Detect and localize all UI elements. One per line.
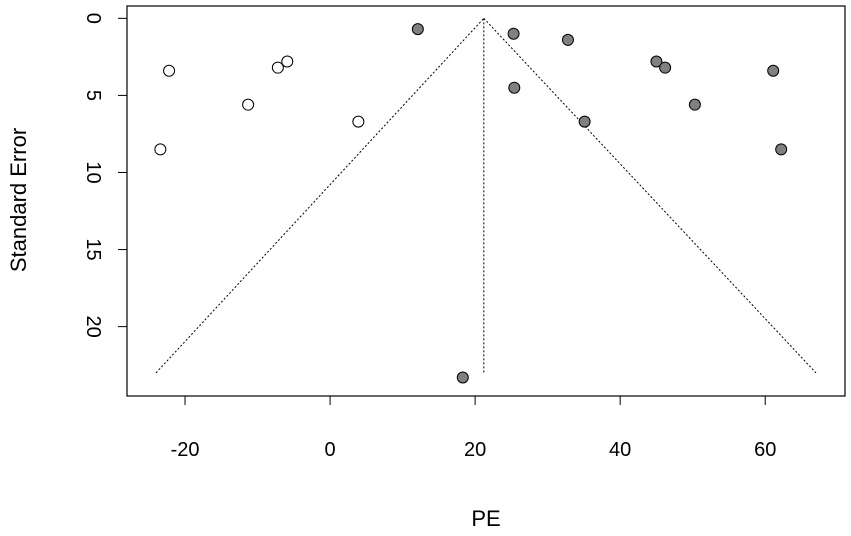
y-tick-label: 0 bbox=[82, 13, 104, 24]
data-point bbox=[271, 61, 284, 74]
data-point bbox=[578, 115, 591, 128]
data-points bbox=[154, 23, 788, 384]
data-point bbox=[352, 115, 365, 128]
y-tick-label: 10 bbox=[82, 161, 104, 183]
data-point bbox=[659, 61, 672, 74]
funnel-lines bbox=[155, 17, 817, 374]
x-tick-label: 20 bbox=[464, 439, 486, 461]
funnel-right-line bbox=[483, 17, 817, 374]
x-axis-title: PE bbox=[471, 506, 500, 531]
y-axis-title: Standard Error bbox=[6, 128, 31, 272]
data-point bbox=[688, 98, 701, 111]
data-point bbox=[281, 55, 294, 68]
plot-frame bbox=[126, 5, 846, 397]
x-tick-label: -20 bbox=[171, 439, 200, 461]
data-point bbox=[650, 55, 663, 68]
data-point bbox=[508, 81, 521, 94]
x-tick-label: 60 bbox=[754, 439, 776, 461]
data-point bbox=[456, 371, 469, 384]
data-point bbox=[411, 23, 424, 36]
data-point bbox=[507, 27, 520, 40]
y-tick-label: 20 bbox=[82, 316, 104, 338]
funnel-left-line bbox=[155, 17, 485, 374]
data-point bbox=[775, 143, 788, 156]
y-tick-label: 5 bbox=[82, 90, 104, 101]
x-tick-label: 0 bbox=[325, 439, 336, 461]
y-axis: 0 5 10 15 20 bbox=[82, 13, 127, 338]
x-axis: -20 0 20 40 60 bbox=[171, 395, 776, 461]
x-tick-label: 40 bbox=[609, 439, 631, 461]
data-point bbox=[561, 33, 574, 46]
data-point bbox=[163, 64, 176, 77]
data-point bbox=[767, 64, 780, 77]
y-tick-label: 15 bbox=[82, 238, 104, 260]
data-point bbox=[242, 98, 255, 111]
data-point bbox=[154, 143, 167, 156]
